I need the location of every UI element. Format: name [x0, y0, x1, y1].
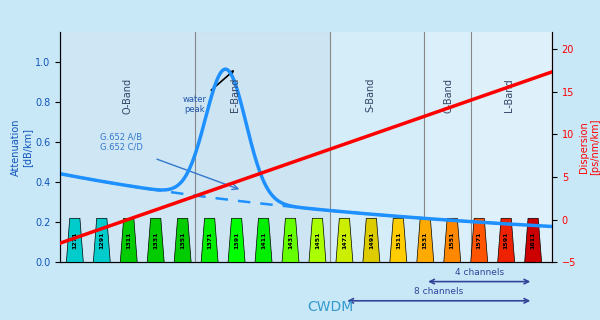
Text: 1471: 1471 — [342, 232, 347, 249]
Polygon shape — [390, 218, 407, 262]
Polygon shape — [201, 218, 218, 262]
Text: 1491: 1491 — [369, 232, 374, 249]
Polygon shape — [255, 218, 272, 262]
Text: 1291: 1291 — [99, 232, 104, 249]
Polygon shape — [471, 218, 488, 262]
Text: O-Band: O-Band — [122, 78, 133, 114]
Y-axis label: Dispersion
[ps/nm/km]: Dispersion [ps/nm/km] — [579, 119, 600, 175]
Polygon shape — [174, 218, 191, 262]
Polygon shape — [228, 218, 245, 262]
Text: 1331: 1331 — [153, 232, 158, 249]
Text: 1391: 1391 — [234, 232, 239, 249]
Polygon shape — [282, 218, 299, 262]
Text: 1571: 1571 — [477, 232, 482, 249]
Text: 1411: 1411 — [261, 232, 266, 249]
Text: 1431: 1431 — [288, 232, 293, 249]
Text: E-Band: E-Band — [230, 78, 240, 112]
Bar — [471, 32, 552, 262]
Text: 1311: 1311 — [126, 232, 131, 249]
Bar — [329, 32, 424, 262]
Polygon shape — [336, 218, 353, 262]
Bar — [195, 32, 329, 262]
Polygon shape — [67, 218, 83, 262]
Y-axis label: Attenuation
[dB/km]: Attenuation [dB/km] — [11, 118, 32, 176]
Text: C-Band: C-Band — [443, 78, 453, 113]
Text: 1531: 1531 — [423, 232, 428, 249]
Text: 4 channels: 4 channels — [455, 268, 504, 277]
Polygon shape — [524, 218, 542, 262]
Bar — [60, 32, 195, 262]
Polygon shape — [363, 218, 380, 262]
Text: 1511: 1511 — [396, 232, 401, 249]
Text: 1271: 1271 — [73, 232, 77, 249]
Text: L-Band: L-Band — [504, 78, 514, 112]
Polygon shape — [93, 218, 110, 262]
Polygon shape — [309, 218, 326, 262]
Text: CWDM: CWDM — [307, 300, 353, 314]
Polygon shape — [417, 218, 434, 262]
Text: water
peak: water peak — [183, 71, 233, 114]
Text: G.652 A/B
G.652 C/D: G.652 A/B G.652 C/D — [100, 132, 143, 152]
Bar — [424, 32, 471, 262]
Text: 1591: 1591 — [503, 232, 509, 249]
Polygon shape — [444, 218, 461, 262]
Text: 1611: 1611 — [530, 232, 536, 249]
Polygon shape — [120, 218, 137, 262]
Text: 1351: 1351 — [180, 232, 185, 249]
Text: 1371: 1371 — [207, 232, 212, 249]
Polygon shape — [147, 218, 164, 262]
Text: 1451: 1451 — [315, 232, 320, 249]
Text: 8 channels: 8 channels — [414, 287, 463, 296]
Text: S-Band: S-Band — [365, 78, 375, 112]
Polygon shape — [497, 218, 515, 262]
Text: 1551: 1551 — [450, 232, 455, 249]
